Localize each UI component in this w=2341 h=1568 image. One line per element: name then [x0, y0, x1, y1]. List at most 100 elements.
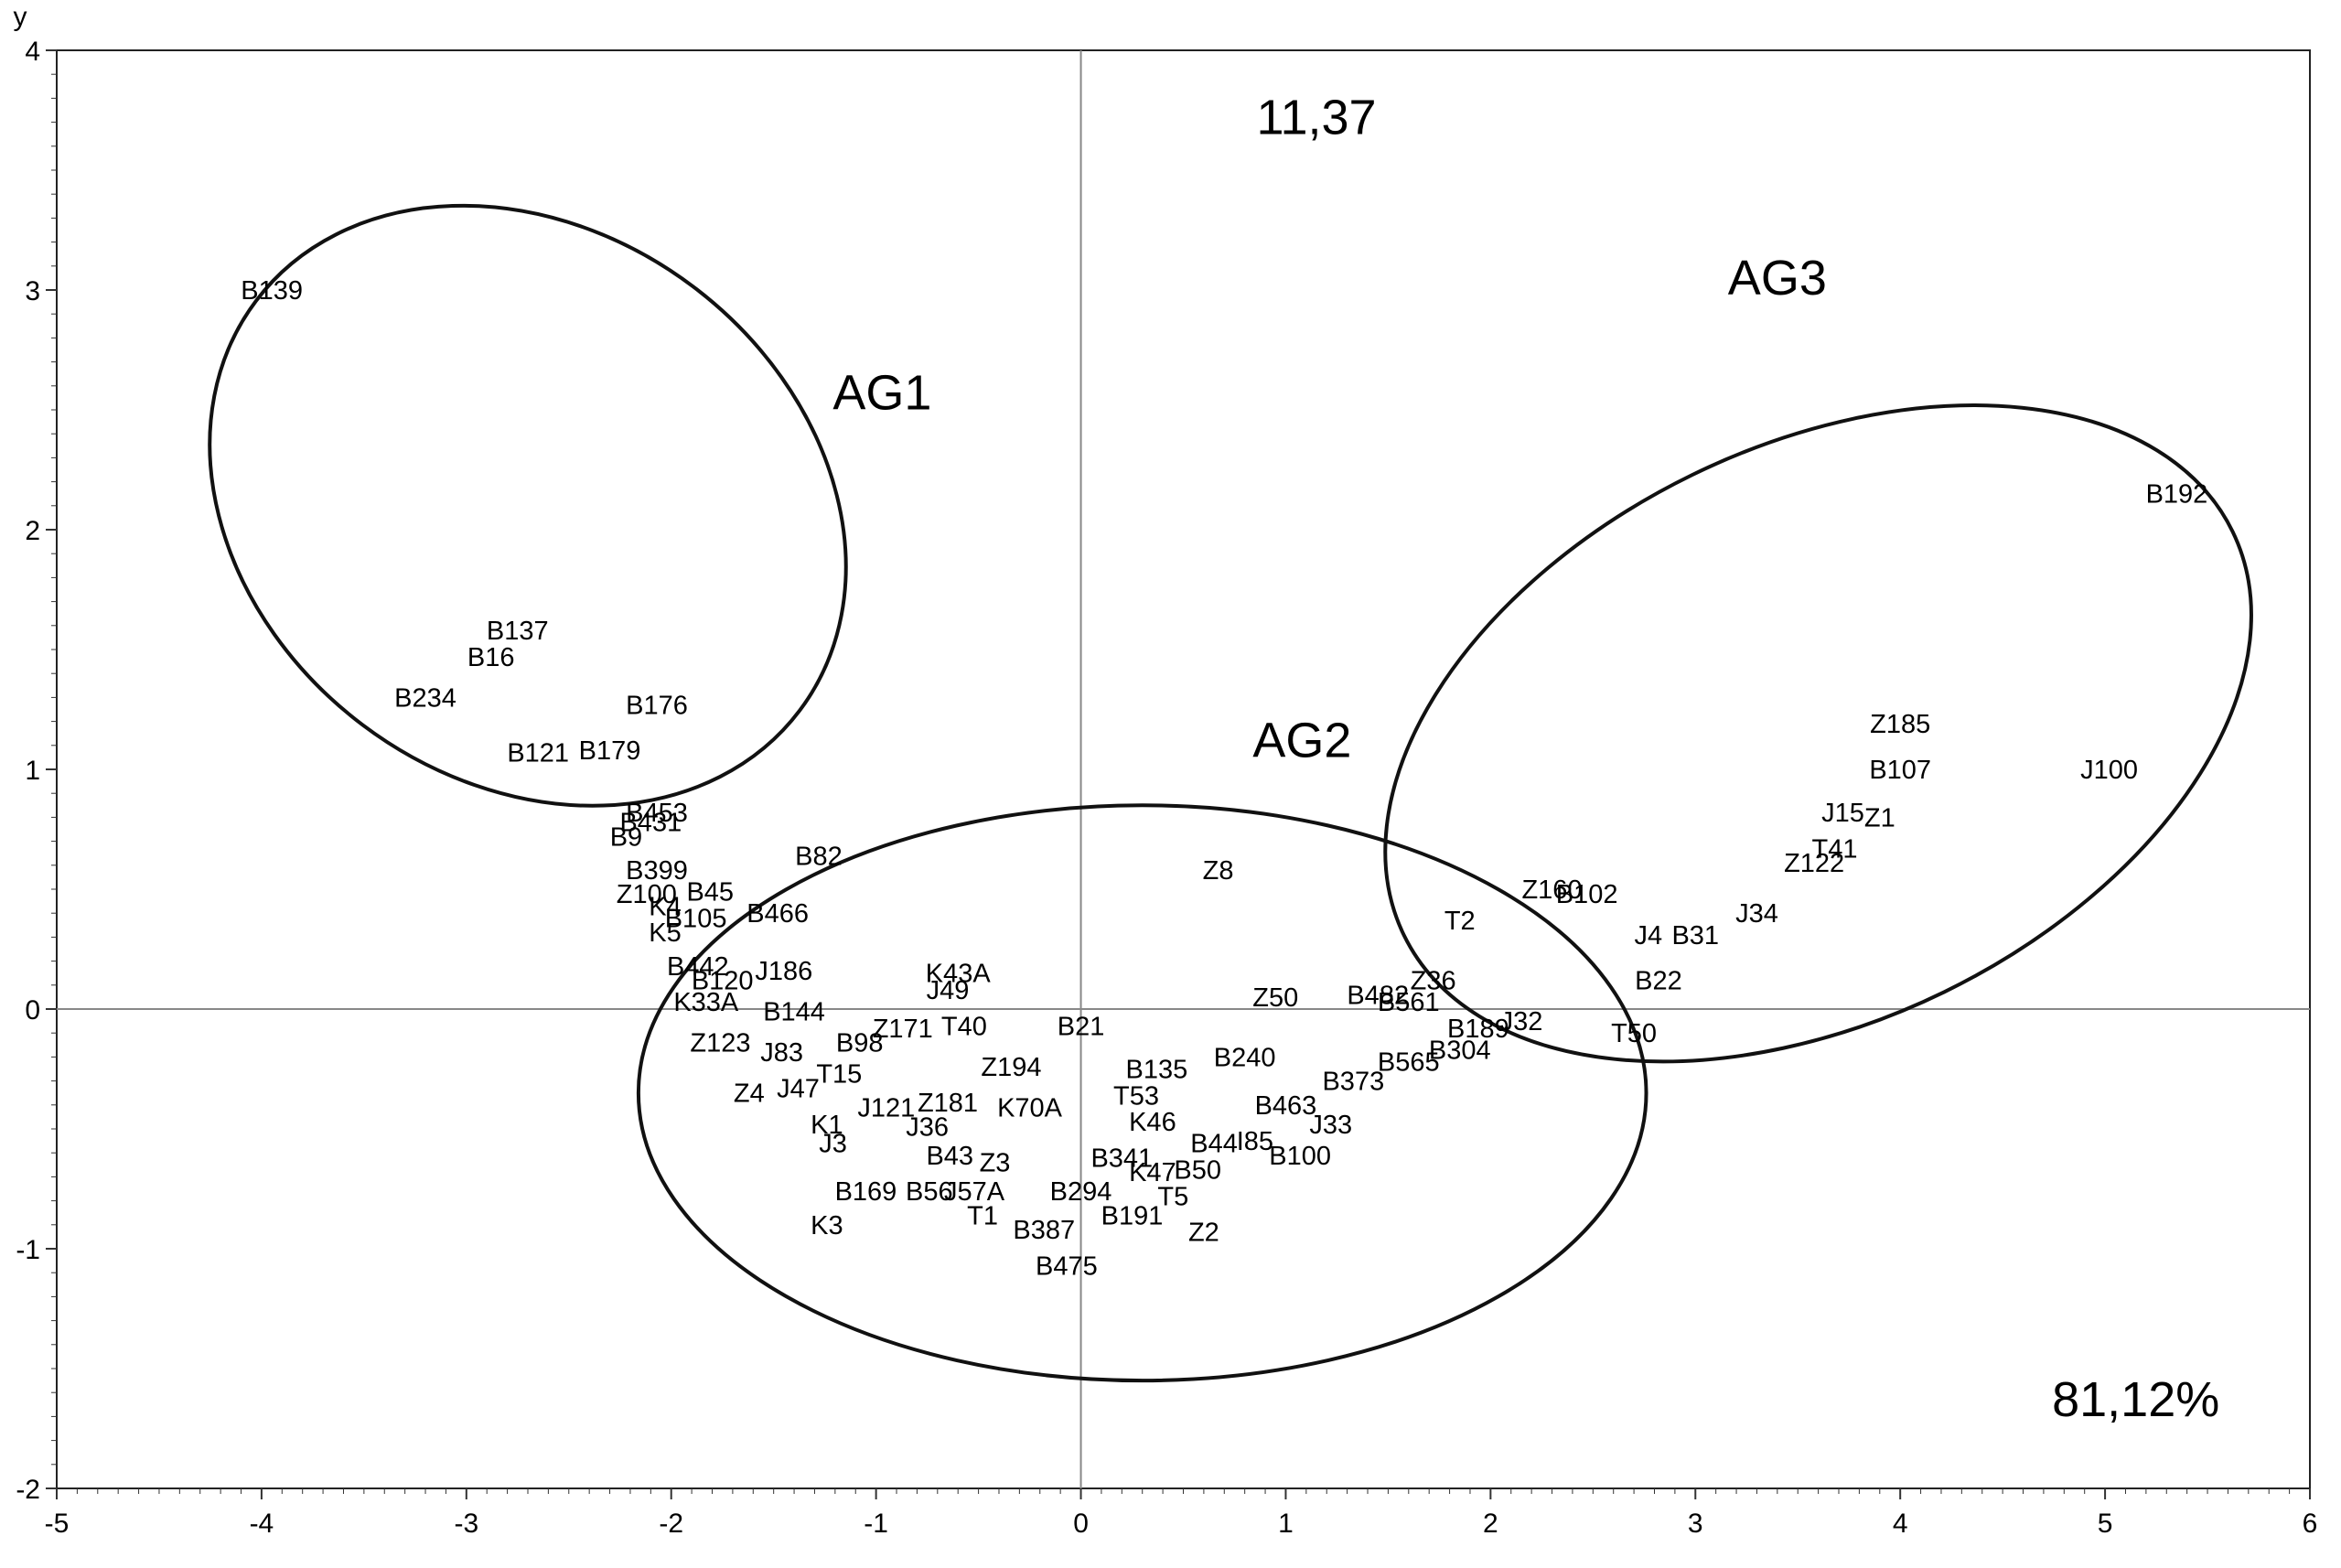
point-label: T41 — [1812, 834, 1858, 864]
point-label: B102 — [1556, 880, 1618, 909]
point-label: K70A — [997, 1093, 1063, 1122]
point-label: B16 — [467, 643, 515, 672]
point-label: B139 — [241, 276, 303, 306]
point-label: B399 — [626, 856, 688, 886]
point-label: Z123 — [690, 1029, 750, 1058]
group-ellipses — [208, 203, 2253, 1383]
x-tick-label: 2 — [1483, 1509, 1498, 1539]
point-label: B431 — [619, 809, 682, 838]
group-ellipse-ag3 — [1383, 403, 2253, 1064]
point-label: B475 — [1036, 1251, 1098, 1281]
point-label: B189 — [1447, 1015, 1509, 1044]
point-label: B176 — [626, 691, 688, 720]
point-label: T5 — [1157, 1182, 1188, 1211]
point-label: B135 — [1126, 1056, 1188, 1085]
point-label: J33 — [1309, 1111, 1352, 1140]
point-label: K43A — [926, 960, 992, 989]
point-label: B45 — [686, 878, 734, 908]
point-label: J83 — [760, 1038, 803, 1068]
x-tick-label: -1 — [864, 1509, 888, 1539]
point-label: B137 — [487, 617, 549, 646]
point-label: B387 — [1013, 1216, 1075, 1245]
point-label: J32 — [1500, 1007, 1543, 1036]
x-tick-label: 4 — [1893, 1509, 1908, 1539]
point-label: Z4 — [734, 1079, 765, 1109]
point-label: Z122 — [1784, 849, 1844, 878]
point-label: B98 — [836, 1029, 884, 1058]
point-label: J186 — [755, 957, 812, 986]
point-label: B565 — [1378, 1048, 1440, 1078]
annotations: 11,37 81,12% AG1 AG2 AG3 — [832, 90, 2219, 1427]
point-label: K5 — [649, 918, 681, 948]
point-label: J36 — [906, 1112, 949, 1142]
x-tick-label: 6 — [2303, 1509, 2318, 1539]
point-label: K3 — [811, 1211, 843, 1240]
point-label: T2 — [1444, 907, 1476, 936]
point-label: Z1 — [1864, 803, 1895, 832]
x-tick-label: -2 — [659, 1509, 683, 1539]
x-tick-label: 5 — [2098, 1509, 2113, 1539]
point-label: B44 — [1190, 1130, 1238, 1159]
point-label: Z185 — [1870, 710, 1930, 739]
point-label: B107 — [1869, 756, 1931, 785]
reference-lines — [57, 50, 2310, 1488]
y-tick-label: 2 — [25, 516, 40, 546]
point-label: J100 — [2080, 756, 2138, 785]
point-label: J3 — [819, 1130, 847, 1159]
point-label: T40 — [941, 1012, 987, 1041]
point-label: B31 — [1671, 921, 1719, 950]
y-tick-label: -2 — [16, 1475, 40, 1505]
point-label: J121 — [857, 1093, 915, 1122]
x-tick-label: 0 — [1073, 1509, 1089, 1539]
point-label: Z36 — [1411, 967, 1456, 996]
point-label: B121 — [507, 739, 569, 768]
point-label: B21 — [1058, 1012, 1105, 1041]
y-tick-label: -1 — [16, 1235, 40, 1265]
point-label: B234 — [394, 683, 456, 713]
point-label: J57A — [944, 1177, 1005, 1207]
point-label: Z100 — [617, 880, 677, 909]
point-label: B179 — [579, 736, 641, 766]
point-label: B144 — [763, 998, 825, 1027]
point-label: Z2 — [1188, 1219, 1219, 1248]
point-label: B105 — [665, 904, 727, 933]
x-tick-label: -3 — [454, 1509, 478, 1539]
point-label: B304 — [1429, 1036, 1491, 1066]
annotation-label: 81,12% — [2052, 1372, 2219, 1427]
point-label: B294 — [1050, 1177, 1112, 1207]
point-label: J49 — [927, 976, 970, 1005]
group-ellipse-ag2 — [636, 803, 1648, 1383]
x-tick-label: -5 — [45, 1509, 70, 1539]
axes: -5 -4 -3 -2 -1 0 1 2 3 4 5 6 -2 -1 0 1 2 3 4 y — [14, 2, 2318, 1539]
point-label: B453 — [626, 799, 688, 828]
point-label: Z50 — [1252, 983, 1298, 1013]
x-tick-label: 1 — [1278, 1509, 1294, 1539]
point-label: K33A — [673, 988, 739, 1017]
point-label: J34 — [1735, 899, 1778, 929]
point-label: T15 — [816, 1060, 862, 1090]
point-label: Z181 — [918, 1089, 978, 1118]
point-label: Z3 — [980, 1149, 1011, 1178]
point-label: B442 — [667, 952, 729, 982]
y-tick-label: 4 — [25, 37, 40, 67]
point-label: Z194 — [981, 1053, 1041, 1082]
point-label: B192 — [2146, 480, 2208, 510]
point-label: B100 — [1269, 1142, 1331, 1171]
point-label: B56 — [906, 1177, 953, 1207]
point-label: B22 — [1635, 967, 1682, 996]
point-label: J47 — [777, 1074, 820, 1103]
point-label: B82 — [795, 842, 843, 871]
y-axis-label: y — [14, 2, 27, 32]
point-label: B463 — [1255, 1091, 1317, 1121]
point-label: B9 — [610, 822, 642, 852]
point-label: B561 — [1378, 988, 1440, 1017]
x-tick-label: 3 — [1688, 1509, 1703, 1539]
annotation-label: AG2 — [1252, 714, 1351, 768]
point-label: J15 — [1821, 799, 1864, 828]
x-tick-label: -4 — [250, 1509, 274, 1539]
plot-frame — [56, 49, 2311, 1489]
point-label: B466 — [746, 899, 809, 929]
point-label: T1 — [967, 1201, 998, 1230]
